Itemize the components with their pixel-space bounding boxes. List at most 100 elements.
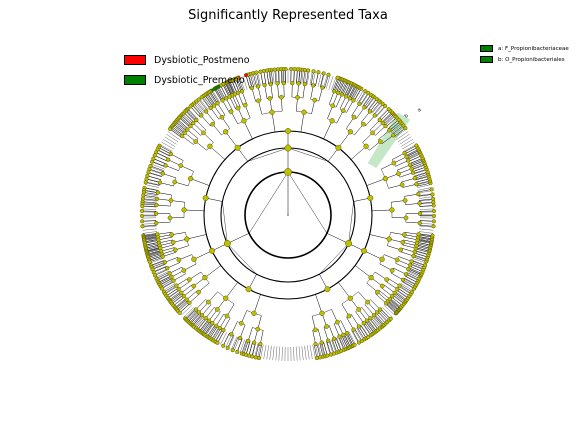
branch (157, 232, 172, 235)
leaf-branch (419, 202, 434, 205)
taxon-node (284, 144, 292, 152)
taxon-node (351, 114, 357, 120)
taxon-node (340, 108, 346, 114)
leaf-branch (236, 78, 243, 92)
taxon-node (241, 118, 247, 124)
branch (247, 327, 253, 341)
branch (162, 251, 177, 257)
taxon-node (371, 313, 377, 318)
leaf-branch (351, 330, 359, 343)
taxon-node (276, 67, 281, 72)
branch (361, 307, 371, 319)
branch (186, 290, 198, 300)
branch (143, 234, 158, 238)
taxon-node (245, 286, 252, 293)
leaf-branch (351, 87, 359, 100)
leaf-branch (158, 147, 172, 154)
leaf-branch (151, 260, 165, 267)
branch (408, 268, 422, 276)
leaf-branch (317, 343, 322, 358)
branch (157, 149, 171, 157)
leaf-branch (353, 88, 362, 101)
leaf-branch (168, 131, 180, 140)
taxon-node (367, 195, 374, 201)
leaf-branch (298, 69, 301, 84)
leaf-branch (150, 258, 164, 264)
branch (220, 85, 228, 99)
leaf-branch (416, 244, 431, 249)
leaf-branch (217, 330, 225, 343)
taxon-node (215, 101, 220, 106)
branch (390, 298, 402, 308)
branch (158, 236, 173, 241)
leaf-branch (153, 158, 167, 164)
branch (393, 127, 406, 137)
leaf-branch (419, 199, 434, 202)
taxon-node (159, 286, 164, 291)
branch (197, 318, 207, 330)
branch (372, 315, 383, 327)
branch (158, 276, 172, 284)
leaf-branch (410, 263, 424, 269)
branch (346, 100, 354, 113)
leaf-branch (376, 106, 386, 118)
branch (215, 329, 223, 342)
branch (214, 88, 222, 102)
branch (228, 81, 235, 95)
taxon-node (431, 200, 436, 205)
leaf-branch (251, 342, 256, 357)
leaf-branch (231, 336, 237, 350)
taxon-node (377, 307, 383, 312)
taxon-node (290, 80, 295, 86)
branch (405, 203, 420, 205)
legend-item-postmeno: Dysbiotic_Postmeno (124, 50, 250, 70)
branch (346, 317, 354, 330)
taxon-node (162, 260, 167, 265)
branch (162, 173, 177, 179)
branch (199, 319, 209, 332)
branch (174, 298, 186, 308)
branch (375, 125, 386, 136)
branch (411, 162, 425, 169)
branch (204, 94, 214, 107)
leaf-branch (214, 329, 223, 342)
leaf-branch (387, 119, 399, 129)
taxa-legend: a: F_Propionibacteriaceae b: O_Propionib… (480, 43, 569, 65)
leaf-branch (367, 320, 377, 332)
leaf-branch (169, 129, 182, 138)
taxon-node (261, 68, 266, 74)
leaf-branch (380, 110, 391, 121)
taxon-node (199, 95, 204, 100)
branch (403, 236, 418, 241)
branch (151, 262, 165, 268)
branch (206, 93, 215, 106)
taxon-node (411, 253, 416, 259)
taxon-node (399, 182, 405, 188)
branch (227, 335, 234, 349)
leaf-branch (397, 287, 410, 296)
taxon-node (201, 130, 206, 136)
branch (367, 319, 377, 332)
branch (350, 146, 367, 160)
branch (210, 107, 220, 120)
leaf-branch (394, 292, 407, 301)
branch (384, 115, 396, 126)
leaf-branch (389, 298, 401, 309)
branch (332, 77, 338, 91)
branch (154, 269, 168, 276)
leaf-branch (404, 276, 418, 283)
leaf-branch (163, 283, 176, 291)
leaf-branch (207, 324, 216, 337)
leaf-branch (418, 190, 433, 194)
branch (287, 171, 328, 234)
taxon-node (255, 326, 261, 332)
leaf-branch (194, 102, 205, 114)
branch (410, 264, 424, 270)
taxon-node (387, 128, 392, 133)
leaf-branch (269, 345, 272, 360)
taxon-node (335, 90, 341, 95)
taxon-node (295, 95, 300, 100)
leaf-branch (179, 303, 191, 313)
leaf-branch (315, 344, 319, 358)
branch (142, 220, 157, 222)
